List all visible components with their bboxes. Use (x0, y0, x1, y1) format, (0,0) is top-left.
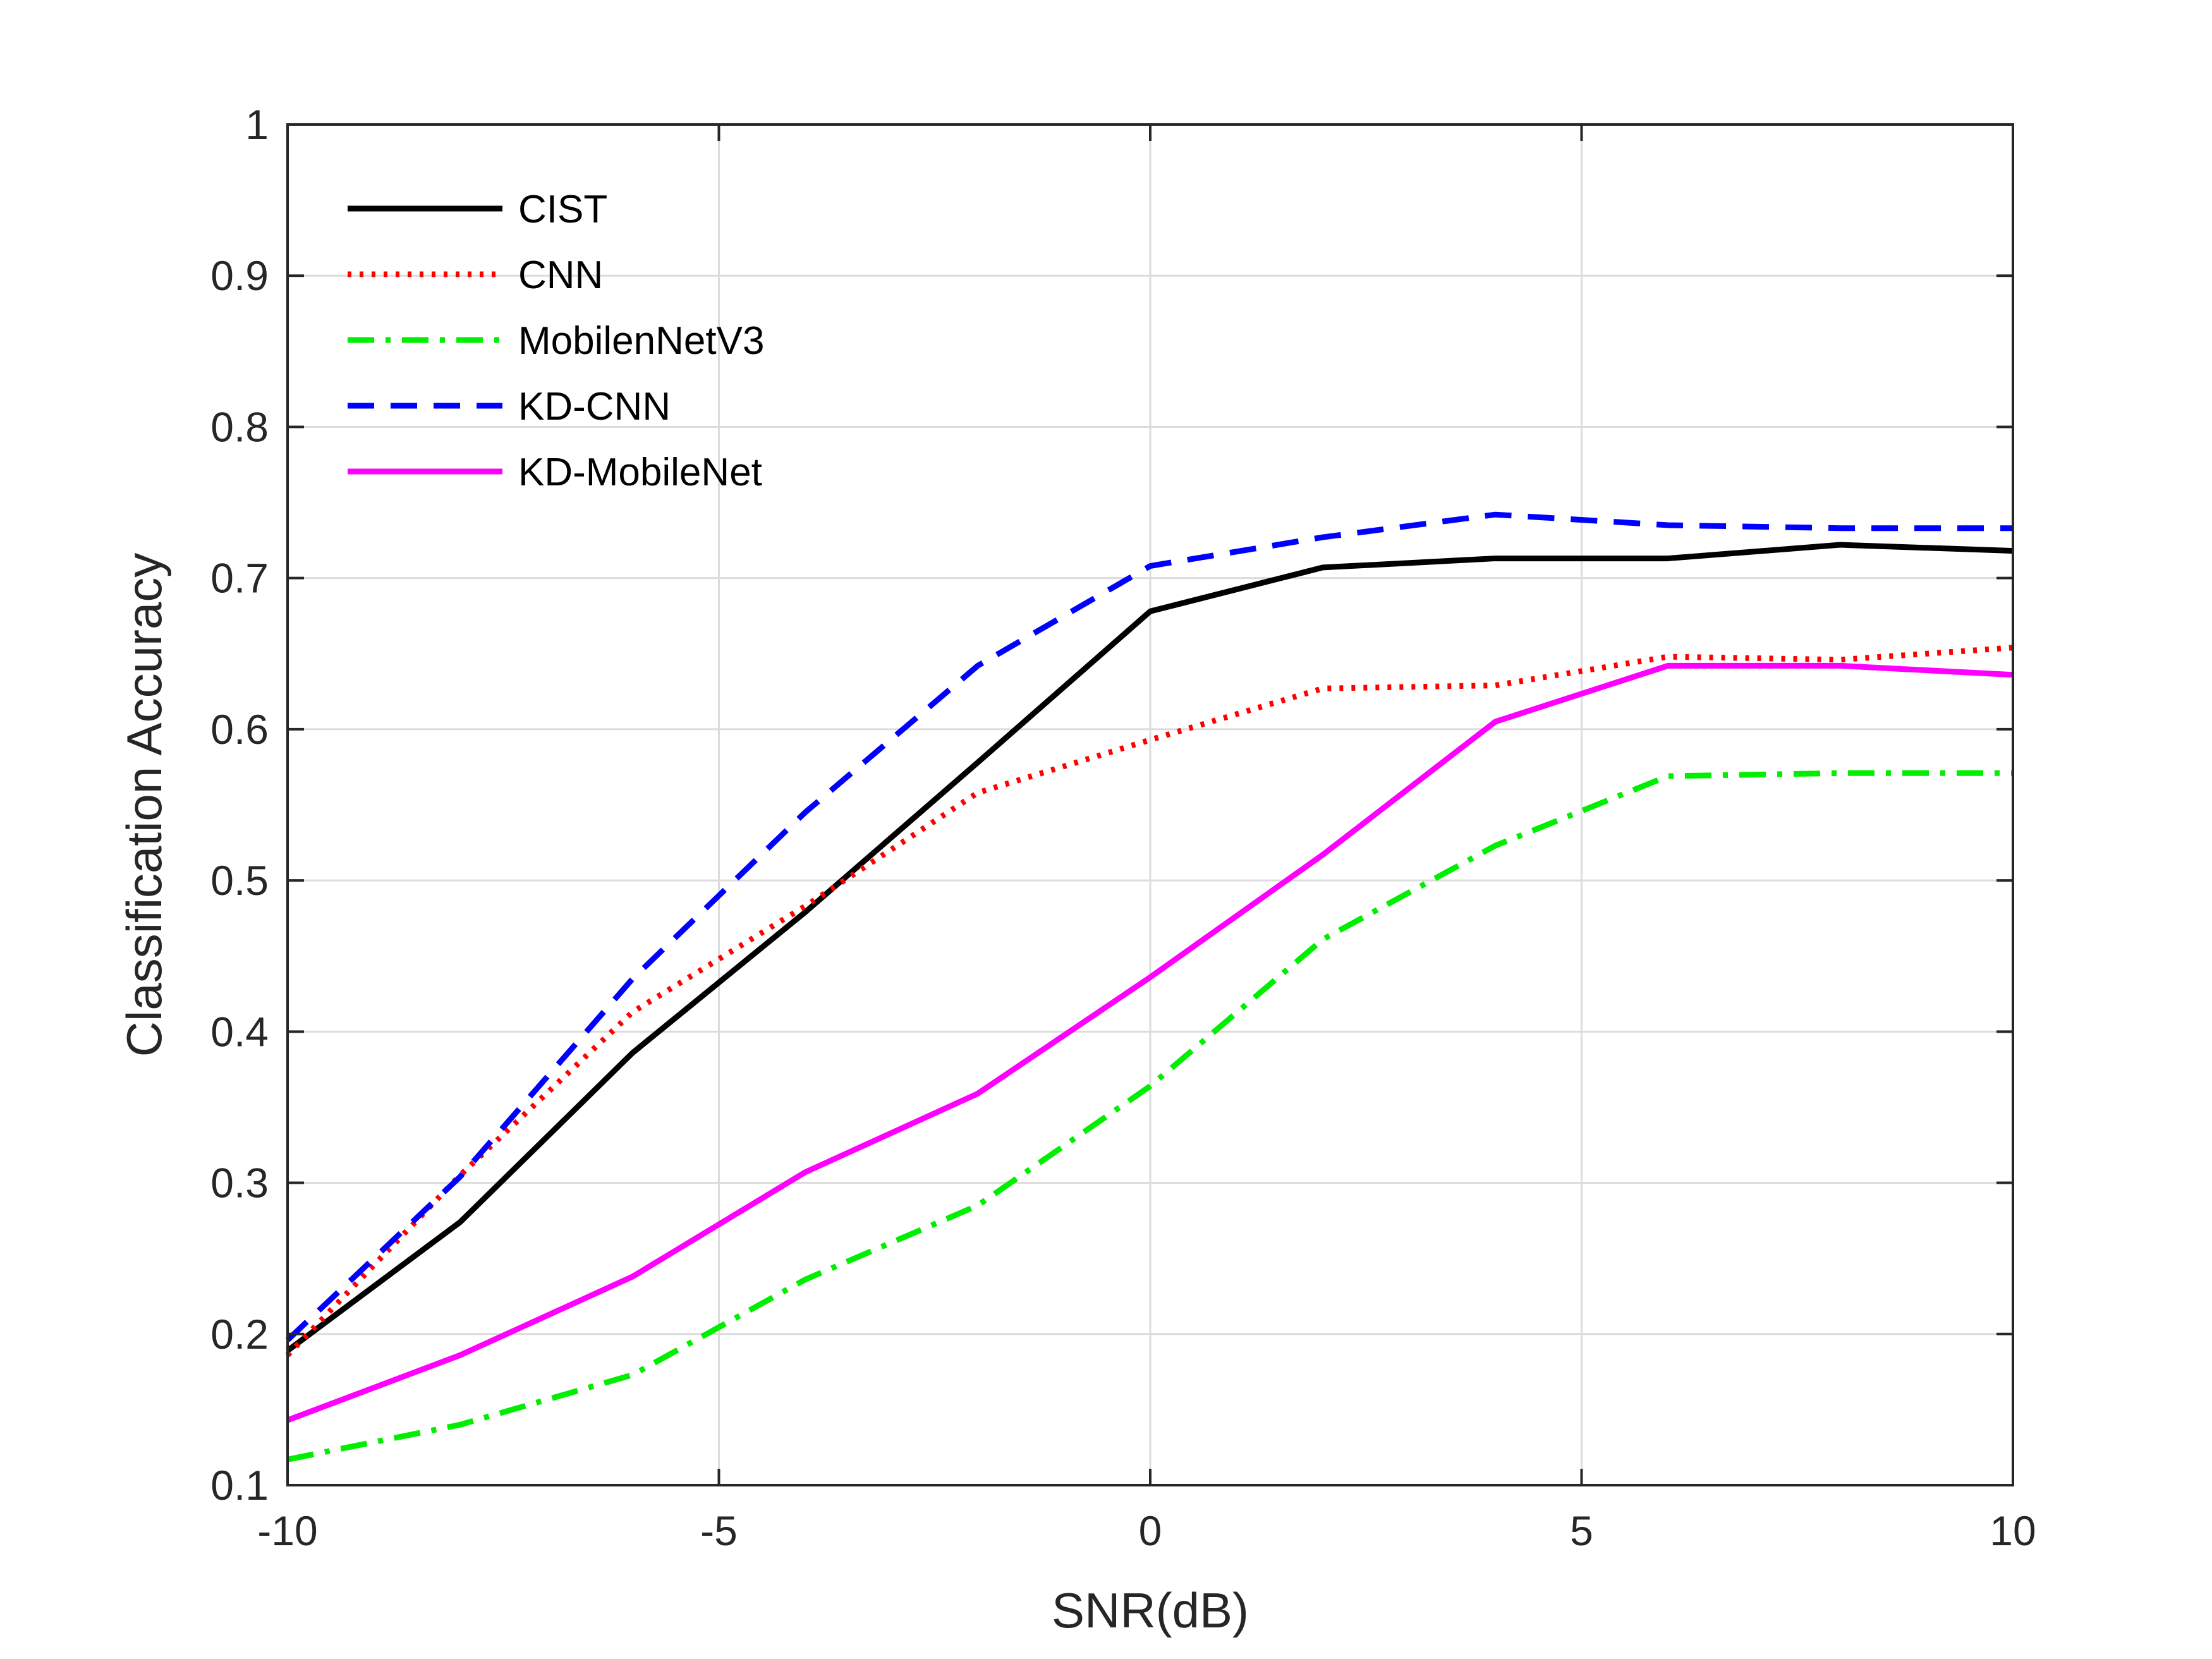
axes: -10 -5 0 5 10 0.1 0.2 0.3 0.4 0.5 0.6 0.7 0.8 0.9 1 (210, 101, 2036, 1554)
x-tick-label: 10 (1990, 1507, 2036, 1554)
y-tick-label: 0.5 (210, 857, 269, 904)
legend: CIST CNN MobilenNetV3 KD-CNN KD-MobileNet (348, 188, 764, 494)
x-axis-title: SNR(dB) (1052, 1583, 1249, 1638)
series-group (285, 511, 2014, 1462)
legend-label-kd-cnn: KD-CNN (518, 385, 671, 428)
y-axis-title: Classification Accuracy (116, 553, 172, 1057)
y-tick-label: 0.3 (210, 1160, 269, 1206)
series-line-kd-mobilenet (286, 662, 2014, 1423)
x-tick-label: 5 (1570, 1507, 1593, 1554)
legend-label-kd-mobilenet: KD-MobileNet (518, 451, 762, 494)
y-tick-label: 0.2 (210, 1311, 269, 1358)
series-line-mobilennetv3 (287, 770, 2013, 1462)
y-tick-label: 1 (245, 101, 269, 148)
legend-label-mobilennetv3: MobilenNetV3 (518, 319, 764, 363)
x-tick-label: 0 (1139, 1507, 1162, 1554)
legend-label-cist: CIST (518, 188, 607, 231)
series-line-kd-cnn (285, 511, 2013, 1342)
grid (288, 125, 2013, 1485)
x-tick-label: -10 (257, 1507, 317, 1554)
legend-label-cnn: CNN (518, 253, 603, 297)
y-tick-label: 0.4 (210, 1008, 269, 1055)
y-tick-label: 0.6 (210, 706, 269, 753)
y-tick-label: 0.8 (210, 403, 269, 450)
series-line-cist (286, 542, 2014, 1353)
y-tick-label: 0.1 (210, 1462, 269, 1509)
y-tick-label: 0.9 (210, 252, 269, 299)
x-tick-label: -5 (700, 1507, 738, 1554)
y-tick-label: 0.7 (210, 555, 269, 602)
